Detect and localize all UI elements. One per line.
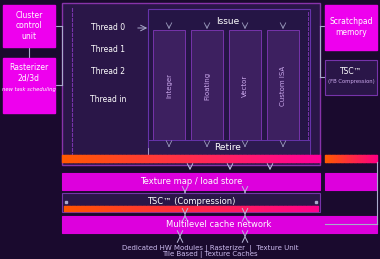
Text: Custom ISA: Custom ISA: [280, 66, 286, 106]
Bar: [62, 193, 320, 212]
Text: Thread 0: Thread 0: [91, 24, 125, 32]
Bar: [153, 30, 185, 142]
Text: Thread 1: Thread 1: [91, 46, 125, 54]
Text: TSC™ (Compression): TSC™ (Compression): [147, 198, 235, 206]
Bar: [325, 173, 377, 190]
Text: TSC™: TSC™: [340, 67, 362, 76]
Bar: [3, 5, 55, 47]
Bar: [325, 5, 377, 50]
Text: (FB Compression): (FB Compression): [328, 80, 374, 84]
Text: Issue: Issue: [216, 17, 240, 25]
Text: Retire: Retire: [215, 143, 241, 153]
Bar: [229, 30, 261, 142]
Bar: [325, 60, 377, 95]
Text: Tile Based | Texture Caches: Tile Based | Texture Caches: [162, 251, 258, 258]
Text: Floating: Floating: [204, 72, 210, 100]
Text: new task scheduling: new task scheduling: [2, 87, 56, 91]
Bar: [62, 173, 320, 190]
Bar: [62, 216, 377, 233]
Bar: [3, 58, 55, 113]
Text: Cluster
control
unit: Cluster control unit: [15, 11, 43, 41]
Text: Thread in: Thread in: [90, 96, 126, 104]
Text: Vector: Vector: [242, 75, 248, 97]
Text: Dedicated HW Modules | Rasterizer  |  Texture Unit: Dedicated HW Modules | Rasterizer | Text…: [122, 244, 298, 251]
Text: Integer: Integer: [166, 74, 172, 98]
Text: Multilevel cache network: Multilevel cache network: [166, 220, 272, 229]
Text: Thread 2: Thread 2: [91, 68, 125, 76]
Bar: [62, 3, 320, 165]
Text: Rasterizer
2d/3d: Rasterizer 2d/3d: [10, 63, 49, 83]
Bar: [148, 140, 310, 156]
Bar: [148, 9, 310, 157]
Text: Texture map / load store: Texture map / load store: [140, 177, 242, 186]
Text: Scratchpad
memory: Scratchpad memory: [329, 17, 373, 37]
Bar: [191, 30, 223, 142]
Bar: [267, 30, 299, 142]
